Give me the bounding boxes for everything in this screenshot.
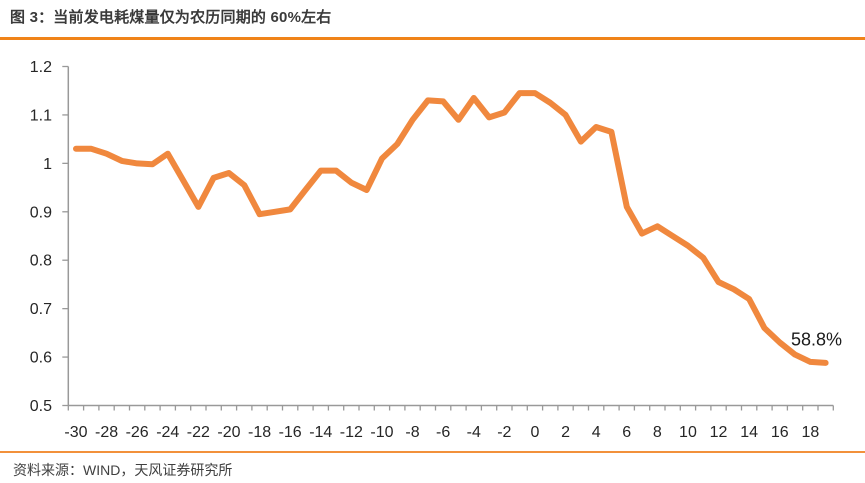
x-tick-label: -20	[217, 424, 240, 441]
y-tick-label: 1	[43, 156, 52, 173]
x-tick-label: -30	[64, 424, 87, 441]
x-tick-label: -2	[497, 424, 511, 441]
x-tick-label: -6	[436, 424, 450, 441]
y-tick-label: 0.8	[30, 253, 52, 270]
series-line	[73, 90, 829, 366]
x-tick-label: -22	[187, 424, 210, 441]
x-tick-label: 18	[801, 424, 819, 441]
y-tick-label: 0.7	[30, 301, 52, 318]
x-tick-label: 12	[710, 424, 728, 441]
x-tick-label: -26	[126, 424, 149, 441]
x-tick-label: -10	[370, 424, 393, 441]
x-tick-label: 16	[771, 424, 789, 441]
x-tick-label: -8	[405, 424, 419, 441]
footer-rule	[0, 451, 865, 453]
line-chart: 1.21.110.90.80.70.60.5-30 -28 -26 -24 -22 -20…	[30, 59, 842, 441]
x-tick-label: 4	[592, 424, 601, 441]
annotation-label: 58.8%	[791, 330, 842, 350]
title-rule	[0, 37, 865, 40]
x-tick-label: 2	[561, 424, 570, 441]
x-tick-label: -16	[279, 424, 302, 441]
x-tick-label: 8	[653, 424, 662, 441]
source-note: 资料来源：WIND，天风证券研究所	[13, 462, 233, 478]
y-tick-label: 0.9	[30, 204, 52, 221]
x-tick-label: -12	[340, 424, 363, 441]
y-tick-label: 0.5	[30, 398, 52, 415]
x-tick-label: -28	[95, 424, 118, 441]
x-tick-label: 14	[740, 424, 758, 441]
x-tick-label: 6	[622, 424, 631, 441]
y-tick-label: 0.6	[30, 350, 52, 367]
x-tick-label: -24	[156, 424, 179, 441]
x-tick-label: -18	[248, 424, 271, 441]
y-tick-label: 1.1	[30, 107, 52, 124]
x-tick-label: -14	[309, 424, 332, 441]
x-tick-label: -4	[467, 424, 481, 441]
x-tick-label: 10	[679, 424, 697, 441]
x-tick-label: 0	[530, 424, 539, 441]
y-tick-label: 1.2	[30, 59, 52, 76]
figure-title: 图 3：当前发电耗煤量仅为农历同期的 60%左右	[10, 9, 332, 26]
